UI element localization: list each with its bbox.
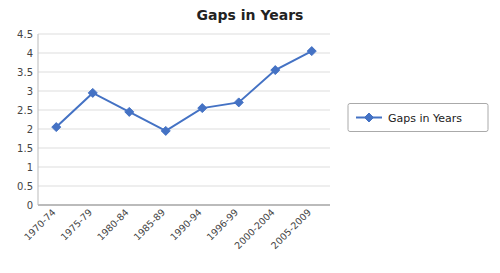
grid-line <box>38 53 330 54</box>
grid-line <box>38 205 330 206</box>
x-tick-label: 2005-2009 <box>269 207 313 251</box>
marker <box>307 47 316 56</box>
marker <box>125 107 134 116</box>
plot-area <box>52 47 317 136</box>
x-tick-label: 1985-89 <box>131 207 167 243</box>
legend-box <box>348 104 488 132</box>
y-tick-label: 3.5 <box>17 67 33 78</box>
grid-line <box>38 72 330 73</box>
x-tick-label: 1996-99 <box>204 207 240 243</box>
x-tick-label: 1975-79 <box>58 207 94 243</box>
title: Gaps in Years <box>197 7 304 23</box>
marker <box>198 104 207 113</box>
grid-line <box>38 186 330 187</box>
grid-line <box>38 34 330 35</box>
y-tick-label: 1.5 <box>17 143 33 154</box>
y-tick-label: 4 <box>27 48 33 59</box>
y-tick-label: 3 <box>27 86 33 97</box>
marker <box>271 66 280 75</box>
y-tick-label: 2 <box>27 124 33 135</box>
x-tick-label: 1990-94 <box>168 207 204 243</box>
marker <box>234 98 243 107</box>
chart: Gaps in Years 0 0.5 1 1.5 2 2.5 3 3.5 4 4.5 1970-74… <box>0 0 500 273</box>
y-tick-label: 1 <box>27 162 33 173</box>
x-axis-line <box>38 205 330 206</box>
x-tick-label: 1980-84 <box>95 207 131 243</box>
legend-label: Gaps in Years <box>388 112 462 125</box>
grid-line <box>38 167 330 168</box>
y-tick-label: 0 <box>27 200 33 211</box>
x-tick-label: 1970-74 <box>22 207 58 243</box>
y-tick-label: 2.5 <box>17 105 33 116</box>
line <box>56 51 312 131</box>
marker <box>52 123 61 132</box>
legend-marker <box>365 113 374 122</box>
y-tick-label: 4.5 <box>17 29 33 40</box>
grid-line <box>38 129 330 130</box>
grid-line <box>38 110 330 111</box>
y-axis-line <box>38 34 39 205</box>
marker <box>161 126 170 135</box>
grid-line <box>38 91 330 92</box>
marker <box>88 88 97 97</box>
grid-line <box>38 148 330 149</box>
y-tick-label: 0.5 <box>17 181 33 192</box>
